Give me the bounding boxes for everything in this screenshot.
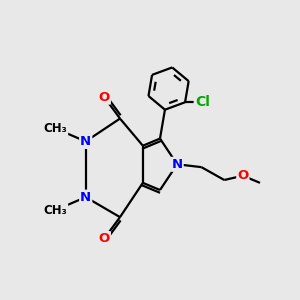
Text: O: O: [237, 169, 248, 182]
Text: CH₃: CH₃: [44, 203, 68, 217]
Text: O: O: [99, 91, 110, 103]
Text: CH₃: CH₃: [44, 122, 68, 135]
Text: Cl: Cl: [195, 95, 210, 109]
Text: N: N: [172, 158, 183, 171]
Text: O: O: [99, 232, 110, 245]
Text: N: N: [80, 190, 91, 204]
Text: N: N: [80, 135, 91, 148]
